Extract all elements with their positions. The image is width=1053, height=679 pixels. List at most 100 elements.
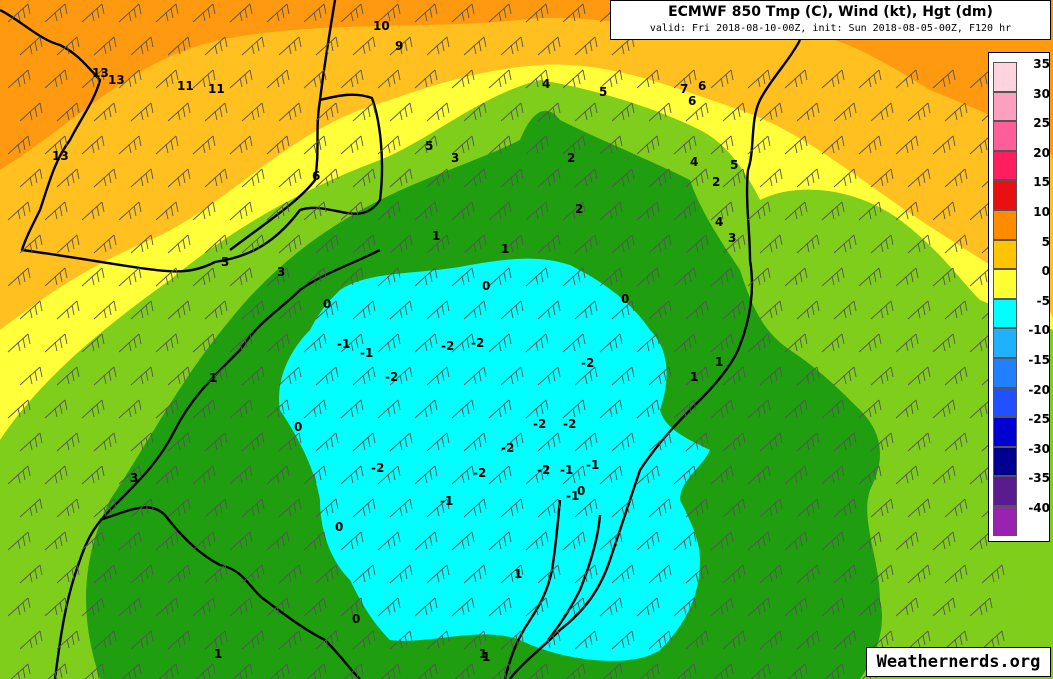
wind-barb <box>537 300 561 320</box>
border-line <box>318 0 337 101</box>
contour-label: 3 <box>130 471 138 485</box>
wind-barb <box>636 597 660 617</box>
wind-barb <box>611 300 635 320</box>
wind-barb <box>241 366 265 386</box>
wind-barb <box>895 531 919 551</box>
wind-barb <box>229 135 253 155</box>
wind-barb <box>932 201 956 221</box>
wind-barb <box>870 102 894 122</box>
wind-barb <box>44 135 68 155</box>
wind-barb <box>611 564 635 584</box>
wind-barb <box>340 399 364 419</box>
wind-barb <box>44 597 68 617</box>
wind-barb <box>426 300 450 320</box>
wind-barb <box>463 630 487 650</box>
wind-barb <box>870 300 894 320</box>
wind-barb <box>204 564 228 584</box>
wind-barb <box>821 597 845 617</box>
contour-label: -2 <box>371 461 384 475</box>
wind-barb <box>118 69 142 89</box>
wind-barb <box>895 597 919 617</box>
wind-barb <box>266 267 290 287</box>
wind-barb <box>84 663 105 679</box>
wind-barb <box>574 366 598 386</box>
contour-label: 1 <box>479 647 487 661</box>
wind-barb <box>19 234 43 254</box>
wind-barb <box>722 432 746 452</box>
wind-barb <box>491 663 512 679</box>
wind-barb <box>167 102 191 122</box>
wind-barb <box>155 333 179 353</box>
wind-barb <box>451 465 475 485</box>
legend-label: 10 <box>1033 205 1050 219</box>
wind-barb <box>648 102 672 122</box>
wind-barb <box>414 201 438 221</box>
wind-barb <box>500 234 524 254</box>
contour-label: 1 <box>209 371 217 385</box>
wind-barb <box>907 366 931 386</box>
wind-barb <box>7 597 31 617</box>
contour-label: 13 <box>92 66 109 80</box>
wind-barb <box>944 432 968 452</box>
wind-barb <box>907 102 931 122</box>
wind-barb <box>722 630 746 650</box>
wind-barb <box>167 36 191 56</box>
legend-label: -5 <box>1036 293 1050 308</box>
contour-label: 5 <box>599 85 607 99</box>
wind-barb <box>759 432 783 452</box>
wind-barb <box>611 234 635 254</box>
wind-barb <box>130 36 154 56</box>
wind-barb <box>870 564 894 584</box>
wind-barb <box>81 135 105 155</box>
legend-entry: -25 <box>993 412 1050 447</box>
legend-swatch <box>993 387 1017 418</box>
wind-barb <box>340 3 364 23</box>
wind-barb <box>796 366 820 386</box>
wind-barb <box>824 663 845 679</box>
wind-barb <box>167 300 191 320</box>
contour-label: 3 <box>451 151 459 165</box>
wind-barb <box>969 597 993 617</box>
wind-barb <box>241 630 265 650</box>
wind-barb <box>56 564 80 584</box>
wind-barb <box>685 168 709 188</box>
wind-barb <box>685 630 709 650</box>
wind-barb <box>278 564 302 584</box>
wind-barb <box>93 36 117 56</box>
wind-barb <box>81 201 105 221</box>
wind-barb <box>451 399 475 419</box>
wind-barb <box>932 531 956 551</box>
wind-barb <box>266 597 290 617</box>
wind-barb <box>155 597 179 617</box>
wind-barb <box>821 531 845 551</box>
wind-barb <box>229 465 253 485</box>
contour-label: 1 <box>482 650 490 664</box>
wind-barb <box>266 135 290 155</box>
wind-barb <box>648 630 672 650</box>
wind-barb <box>426 630 450 650</box>
wind-barb <box>414 531 438 551</box>
wind-barb <box>278 498 302 518</box>
wind-barb <box>747 135 771 155</box>
wind-barb <box>907 498 931 518</box>
contour-label: -2 <box>533 417 546 431</box>
wind-barb <box>488 201 512 221</box>
wind-barb <box>821 201 845 221</box>
contour-label: 11 <box>177 79 194 93</box>
wind-barb <box>241 36 265 56</box>
wind-barb <box>895 201 919 221</box>
wind-barb <box>44 3 68 23</box>
wind-barb <box>648 234 672 254</box>
wind-barb <box>759 300 783 320</box>
wind-barb <box>673 135 697 155</box>
wind-barb <box>377 465 401 485</box>
wind-barb <box>907 168 931 188</box>
wind-barb <box>155 531 179 551</box>
wind-barb <box>722 234 746 254</box>
wind-barb <box>537 102 561 122</box>
wind-barb <box>895 465 919 485</box>
wind-barb <box>525 399 549 419</box>
wind-barb <box>7 531 31 551</box>
band-light-green-island <box>880 386 916 434</box>
wind-barb <box>352 564 376 584</box>
